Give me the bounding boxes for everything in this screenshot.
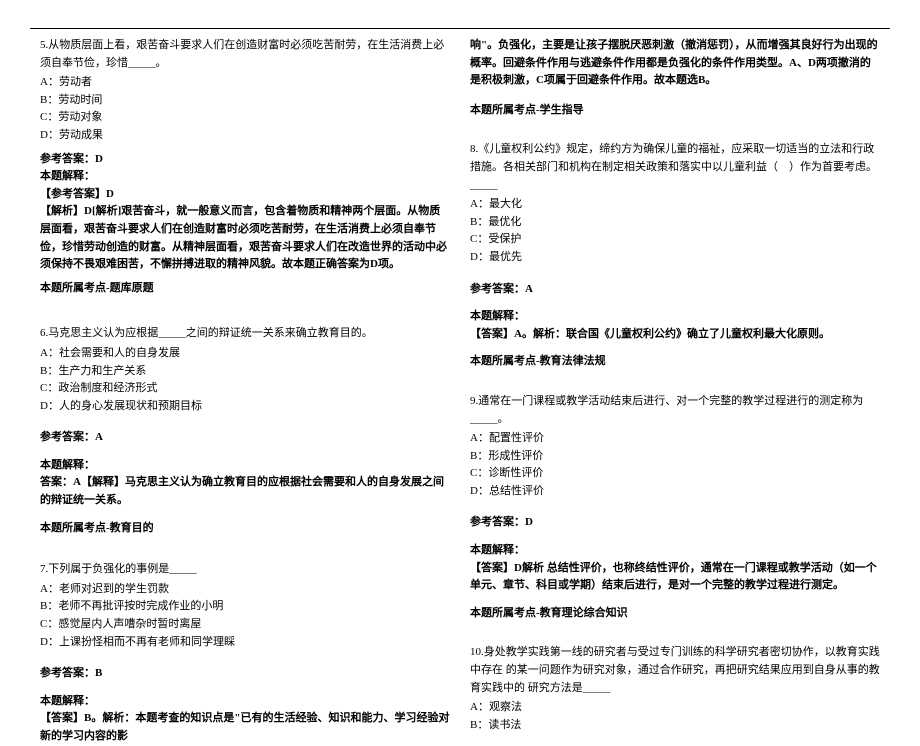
- q9-stem: 9.通常在一门课程或教学活动结束后进行、对一个完整的教学过程进行的测定称为___…: [470, 393, 880, 428]
- q8-answer: 参考答案：A: [470, 281, 880, 299]
- q7-opt-b: B：老师不再批评按时完成作业的小明: [40, 598, 450, 616]
- q6-point: 本题所属考点-教育目的: [40, 520, 450, 538]
- q7-cont-body: 响"。负强化，主要是让孩子摆脱厌恶刺激（撤消惩罚），从而增强其良好行为出现的概率…: [470, 37, 880, 90]
- q6-opt-a: A：社会需要和人的自身发展: [40, 345, 450, 363]
- q7-opt-a: A：老师对迟到的学生罚款: [40, 581, 450, 599]
- q8-point: 本题所属考点-教育法律法规: [470, 353, 880, 371]
- q7-opt-c: C：感觉屋内人声嘈杂时暂时离屋: [40, 616, 450, 634]
- question-7: 7.下列属于负强化的事例是_____ A：老师对迟到的学生罚款 B：老师不再批评…: [40, 561, 450, 745]
- q5-opt-a: A：劳动者: [40, 74, 450, 92]
- q6-opt-b: B：生产力和生产关系: [40, 363, 450, 381]
- q8-opt-c: C：受保护: [470, 231, 880, 249]
- q10-stem: 10.身处教学实践第一线的研究者与受过专门训练的科学研究者密切协作，以教育实践中…: [470, 644, 880, 697]
- q9-opt-a: A：配置性评价: [470, 430, 880, 448]
- q9-opt-b: B：形成性评价: [470, 448, 880, 466]
- right-column: 响"。负强化，主要是让孩子摆脱厌恶刺激（撤消惩罚），从而增强其良好行为出现的概率…: [460, 37, 890, 680]
- page-container: 5.从物质层面上看，艰苦奋斗要求人们在创造财富时必须吃苦耐劳，在生活消费上必须自…: [0, 29, 920, 680]
- q5-opt-b: B：劳动时间: [40, 92, 450, 110]
- q9-opt-d: D：总结性评价: [470, 483, 880, 501]
- q5-opt-d: D：劳动成果: [40, 127, 450, 145]
- q6-explain-body: 答案：A【解释】马克思主义认为确立教育目的应根据社会需要和人的自身发展之间的辩证…: [40, 474, 450, 509]
- q7-explain-body: 【答案】B。解析：本题考查的知识点是"已有的生活经验、知识和能力、学习经验对新的…: [40, 710, 450, 745]
- q5-answer: 参考答案：D: [40, 151, 450, 169]
- q8-explain-title: 本题解释：: [470, 308, 880, 326]
- question-10: 10.身处教学实践第一线的研究者与受过专门训练的科学研究者密切协作，以教育实践中…: [470, 644, 880, 734]
- q8-opt-b: B：最优化: [470, 214, 880, 232]
- q10-opt-a: A：观察法: [470, 699, 880, 717]
- q5-explain-ans: 【参考答案】D: [40, 186, 450, 204]
- q9-explain-body: 【答案】D解析 总结性评价，也称终结性评价，通常在一门课程或教学活动（如一个单元…: [470, 560, 880, 595]
- q8-opt-a: A：最大化: [470, 196, 880, 214]
- q6-explain-title: 本题解释：: [40, 457, 450, 475]
- q5-opt-c: C：劳动对象: [40, 109, 450, 127]
- q6-answer: 参考答案：A: [40, 429, 450, 447]
- q10-opt-b: B：读书法: [470, 717, 880, 735]
- q9-opt-c: C：诊断性评价: [470, 465, 880, 483]
- q9-answer: 参考答案：D: [470, 514, 880, 532]
- q7-opt-d: D：上课扮怪相而不再有老师和同学理睬: [40, 634, 450, 652]
- q7-answer: 参考答案：B: [40, 665, 450, 683]
- left-column: 5.从物质层面上看，艰苦奋斗要求人们在创造财富时必须吃苦耐劳，在生活消费上必须自…: [30, 37, 460, 680]
- q7-point: 本题所属考点-学生指导: [470, 102, 880, 120]
- question-9: 9.通常在一门课程或教学活动结束后进行、对一个完整的教学过程进行的测定称为___…: [470, 393, 880, 623]
- question-7-continued: 响"。负强化，主要是让孩子摆脱厌恶刺激（撤消惩罚），从而增强其良好行为出现的概率…: [470, 37, 880, 119]
- q7-explain-title: 本题解释：: [40, 693, 450, 711]
- q9-explain-title: 本题解释：: [470, 542, 880, 560]
- q7-stem: 7.下列属于负强化的事例是_____: [40, 561, 450, 579]
- q6-stem: 6.马克思主义认为应根据_____之间的辩证统一关系来确立教育目的。: [40, 325, 450, 343]
- q8-stem: 8.《儿童权利公约》规定，缔约方为确保儿童的福祉，应采取一切适当的立法和行政措施…: [470, 141, 880, 194]
- q5-explain-body: 【解析】D[解析]艰苦奋斗，就一般意义而言，包含着物质和精神两个层面。从物质层面…: [40, 203, 450, 273]
- q5-point: 本题所属考点-题库原题: [40, 280, 450, 298]
- q8-explain-body: 【答案】A。解析：联合国《儿童权利公约》确立了儿童权利最大化原则。: [470, 326, 880, 344]
- question-8: 8.《儿童权利公约》规定，缔约方为确保儿童的福祉，应采取一切适当的立法和行政措施…: [470, 141, 880, 371]
- q5-explain-title: 本题解释：: [40, 168, 450, 186]
- q6-opt-c: C：政治制度和经济形式: [40, 380, 450, 398]
- question-5: 5.从物质层面上看，艰苦奋斗要求人们在创造财富时必须吃苦耐劳，在生活消费上必须自…: [40, 37, 450, 297]
- q8-opt-d: D：最优先: [470, 249, 880, 267]
- question-6: 6.马克思主义认为应根据_____之间的辩证统一关系来确立教育目的。 A：社会需…: [40, 325, 450, 537]
- q9-point: 本题所属考点-教育理论综合知识: [470, 605, 880, 623]
- q6-opt-d: D：人的身心发展现状和预期目标: [40, 398, 450, 416]
- q5-stem: 5.从物质层面上看，艰苦奋斗要求人们在创造财富时必须吃苦耐劳，在生活消费上必须自…: [40, 37, 450, 72]
